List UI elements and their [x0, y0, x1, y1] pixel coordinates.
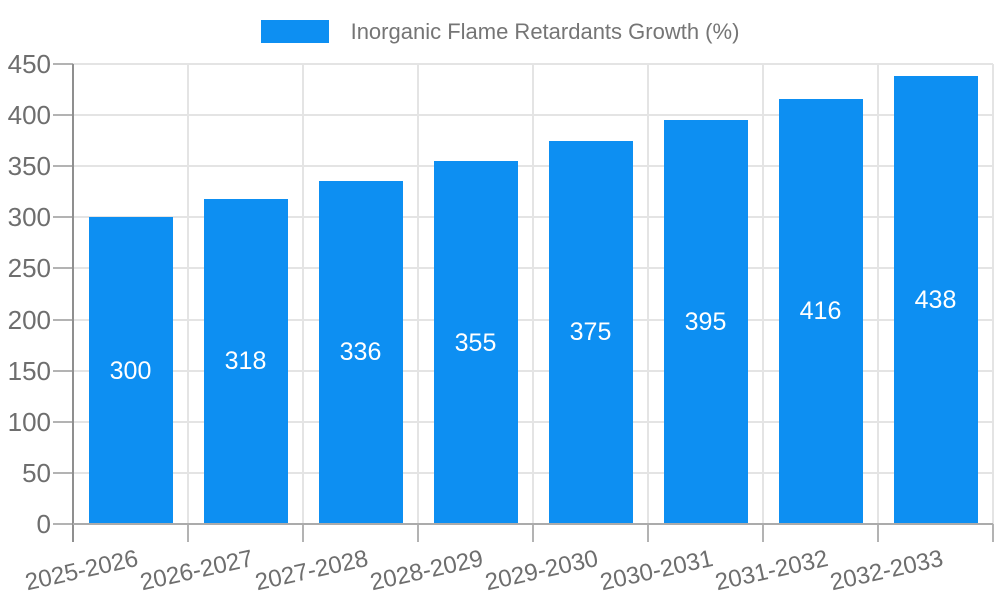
y-tick: [53, 216, 73, 219]
y-axis-label: 100: [7, 406, 51, 437]
y-axis-label: 0: [36, 509, 51, 539]
legend-label: Inorganic Flame Retardants Growth (%): [350, 19, 740, 44]
x-axis-label: 2026-2027: [137, 545, 256, 597]
x-tick: [647, 524, 649, 542]
x-tick: [417, 524, 419, 542]
bar: [893, 76, 978, 524]
bar-value-label: 318: [224, 347, 267, 376]
x-tick: [877, 524, 879, 542]
y-axis-label: 450: [7, 49, 51, 79]
y-tick: [53, 318, 73, 321]
legend-swatch: [260, 20, 329, 43]
x-tick: [187, 524, 189, 542]
bar: [203, 198, 288, 524]
plot-area: 0 50 100 150 200 250 300 350 400 450 300 318 336 355 3…: [8, 49, 994, 596]
x-axis-label: 2028-2029: [367, 545, 486, 597]
v-gridline: [532, 64, 534, 524]
y-axis-label: 50: [22, 457, 51, 488]
y-axis-label: 150: [7, 355, 51, 386]
x-tick: [762, 524, 764, 542]
bar-value-label: 355: [454, 328, 497, 357]
bar-value-label: 416: [799, 297, 842, 326]
y-axis-label: 200: [7, 304, 51, 335]
v-gridline: [417, 64, 419, 524]
bar: [318, 180, 403, 524]
bar-value-label: 336: [339, 338, 382, 367]
x-axis-line: [73, 523, 993, 525]
y-tick: [53, 369, 73, 372]
y-axis-line: [72, 64, 74, 542]
x-axis-label: 2027-2028: [252, 545, 371, 597]
y-axis-label: 300: [7, 202, 51, 233]
bar: [548, 140, 633, 524]
y-axis-label: 400: [7, 100, 51, 131]
v-gridline: [877, 64, 879, 524]
y-axis-label: 350: [7, 151, 51, 182]
y-axis-label: 250: [7, 253, 51, 284]
bar: [88, 217, 173, 524]
x-axis-label: 2032-2033: [827, 545, 946, 597]
v-gridline: [992, 64, 994, 524]
y-tick: [53, 420, 73, 423]
bar: [433, 161, 518, 524]
v-gridline: [762, 64, 764, 524]
x-axis-label: 2025-2026: [22, 545, 141, 597]
bar-value-label: 395: [684, 308, 727, 337]
x-tick: [532, 524, 534, 542]
bar-value-label: 438: [914, 286, 957, 315]
y-tick: [53, 63, 73, 65]
x-axis-label: 2030-2031: [597, 545, 716, 597]
bar: [778, 98, 863, 524]
v-gridline: [647, 64, 649, 524]
y-tick: [53, 471, 73, 474]
bar: [663, 120, 748, 524]
x-axis-label: 2029-2030: [482, 545, 601, 597]
legend[interactable]: Inorganic Flame Retardants Growth (%): [0, 20, 1000, 43]
x-tick: [992, 524, 994, 542]
y-tick: [53, 114, 73, 117]
bar-value-label: 375: [569, 318, 612, 347]
x-tick: [302, 524, 304, 542]
x-axis-label: 2031-2032: [712, 545, 831, 597]
y-tick: [53, 267, 73, 270]
y-tick: [53, 523, 73, 525]
v-gridline: [187, 64, 189, 524]
bar-value-label: 300: [109, 356, 152, 385]
v-gridline: [302, 64, 304, 524]
y-tick: [53, 165, 73, 168]
